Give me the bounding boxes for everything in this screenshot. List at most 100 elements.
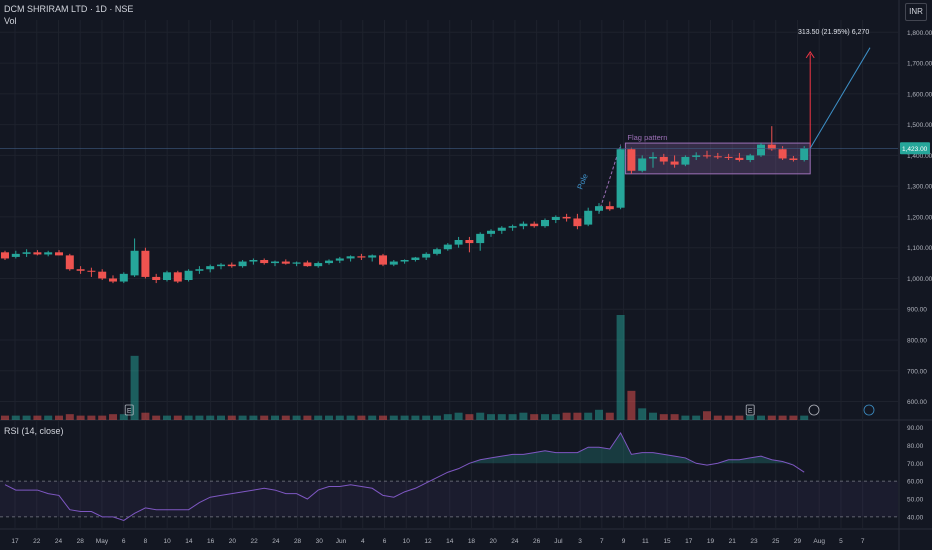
candle-body [724, 156, 733, 158]
rsi-tick-label: 60.00 [907, 479, 924, 486]
volume-bar [130, 355, 139, 420]
candle-body [465, 240, 474, 244]
volume-bar [260, 415, 269, 420]
volume-bar [487, 414, 495, 420]
price-tick-label: 1,000.00 [907, 276, 932, 283]
candle-body [130, 250, 139, 276]
volume-bar [314, 415, 323, 420]
candle-body [692, 155, 701, 157]
pole-line [598, 144, 622, 213]
candle-body [87, 270, 96, 272]
earnings-marker-label: E [127, 408, 132, 415]
candle-body [638, 158, 647, 171]
time-tick-label: 26 [533, 538, 541, 545]
candle-body [389, 261, 398, 265]
event-icon [863, 404, 875, 416]
candle-body [314, 263, 323, 267]
candle-body [281, 261, 290, 264]
candle-body [649, 156, 657, 159]
candle-body [119, 273, 128, 282]
volume-bar [757, 415, 765, 420]
volume-bar [443, 414, 452, 420]
volume-bar [1, 415, 9, 420]
price-tick-label: 1,100.00 [907, 245, 932, 252]
dividend-icon [808, 404, 820, 416]
pole-label: Pole [576, 172, 591, 191]
target-arrow-head [805, 50, 815, 59]
volume-bar [789, 415, 798, 420]
volume-bar [76, 415, 85, 420]
projection-line [809, 47, 871, 149]
time-tick-label: 30 [316, 538, 324, 545]
candle-body [497, 227, 506, 231]
volume-bar [357, 415, 366, 420]
candle-body [551, 216, 560, 220]
candle-body [173, 272, 182, 282]
volume-bar [141, 412, 150, 420]
volume-bar [530, 414, 539, 420]
rsi-label[interactable]: RSI (14, close) [4, 426, 64, 436]
time-tick-label: 3 [578, 538, 582, 545]
time-tick-label: 9 [622, 538, 626, 545]
price-tick-label: 600.00 [907, 399, 927, 406]
time-tick-label: 14 [185, 538, 193, 545]
volume-bar [379, 415, 387, 420]
price-tick-label: 1,300.00 [907, 184, 932, 191]
volume-bar [249, 415, 258, 420]
candle-body [584, 210, 593, 225]
time-tick-label: 17 [11, 538, 19, 545]
volume-bar [551, 414, 560, 420]
candle-body [713, 156, 722, 158]
volume-bar [767, 415, 776, 420]
candle-body [249, 260, 258, 262]
time-tick-label: 25 [772, 538, 780, 545]
volume-bar [346, 415, 355, 420]
candle-body [379, 255, 387, 265]
candle-body [335, 258, 344, 261]
time-tick-label: 22 [33, 538, 41, 545]
rsi-tick-label: 90.00 [907, 425, 924, 432]
volume-bar [692, 415, 701, 420]
time-tick-label: Jul [554, 538, 563, 545]
time-tick-label: 22 [250, 538, 258, 545]
candle-body [109, 278, 117, 282]
candle-body [206, 266, 215, 270]
time-tick-label: 6 [122, 538, 126, 545]
rsi-line [4, 431, 805, 521]
volume-bar [778, 415, 787, 420]
time-tick-label: 16 [207, 538, 215, 545]
volume-bar [335, 415, 344, 420]
candle-body [195, 269, 204, 271]
volume-bar [713, 415, 722, 420]
symbol-title[interactable]: DCM SHRIRAM LTD · 1D · NSE [4, 4, 134, 14]
volume-bar [292, 415, 301, 420]
rsi-overbought-fill [5, 432, 805, 464]
candle-body [519, 223, 528, 227]
price-tick-label: 800.00 [907, 338, 927, 345]
time-tick-label: 4 [361, 538, 365, 545]
time-tick-label: 20 [229, 538, 237, 545]
volume-bar [605, 412, 614, 420]
time-tick-label: 10 [403, 538, 411, 545]
volume-bar [735, 415, 744, 420]
volume-bar [800, 415, 809, 420]
time-tick-label: 23 [750, 538, 758, 545]
price-tick-label: 1,200.00 [907, 214, 932, 221]
time-tick-label: 5 [839, 538, 843, 545]
volume-bar [152, 415, 161, 420]
volume-bar [681, 415, 690, 420]
volume-bar [98, 415, 107, 420]
candle-body [670, 161, 679, 165]
time-tick-label: 14 [446, 538, 454, 545]
currency-badge[interactable]: INR [905, 3, 927, 21]
time-tick-label: 15 [663, 538, 671, 545]
volume-bar [281, 415, 290, 420]
candle-body [530, 223, 539, 227]
volume-bar [519, 412, 528, 420]
candle-body [433, 249, 441, 254]
volume-bar [616, 315, 625, 420]
candle-body [422, 253, 431, 258]
candle-body [152, 276, 161, 280]
volume-bar [422, 415, 431, 420]
